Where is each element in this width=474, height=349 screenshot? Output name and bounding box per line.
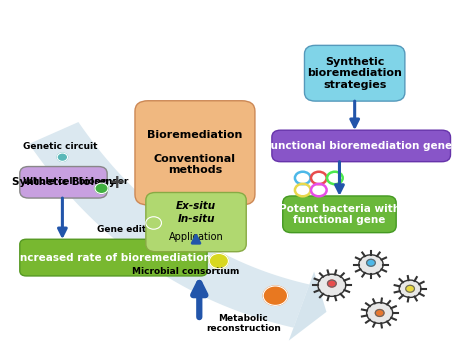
Text: Metabolic
reconstruction: Metabolic reconstruction <box>206 314 281 333</box>
Text: Microbial consortium: Microbial consortium <box>132 267 239 276</box>
Text: Potent bacteria with
functional gene: Potent bacteria with functional gene <box>279 203 400 225</box>
FancyBboxPatch shape <box>283 196 396 233</box>
Text: Synthetic Biology: Synthetic Biology <box>12 177 115 187</box>
Text: Whole cell biosensor: Whole cell biosensor <box>23 177 128 186</box>
Text: Increased rate of bioremediation: Increased rate of bioremediation <box>16 253 211 262</box>
Circle shape <box>263 286 288 305</box>
Text: Ex-situ: Ex-situ <box>176 201 216 211</box>
Circle shape <box>95 183 108 194</box>
Circle shape <box>146 217 162 229</box>
Circle shape <box>328 280 336 287</box>
Text: +: + <box>109 173 125 192</box>
Circle shape <box>318 274 346 296</box>
FancyBboxPatch shape <box>20 239 207 276</box>
Circle shape <box>359 255 383 274</box>
Text: Application: Application <box>169 232 223 242</box>
FancyBboxPatch shape <box>272 130 450 162</box>
FancyBboxPatch shape <box>304 45 405 101</box>
FancyBboxPatch shape <box>20 166 107 198</box>
Text: Bioremediation

Conventional
methods: Bioremediation Conventional methods <box>147 131 243 175</box>
Circle shape <box>57 153 68 161</box>
FancyBboxPatch shape <box>146 193 246 252</box>
Circle shape <box>375 310 384 317</box>
Circle shape <box>366 303 392 324</box>
Circle shape <box>406 285 414 292</box>
Text: Synthetic
bioremediation
strategies: Synthetic bioremediation strategies <box>307 57 402 90</box>
Text: In-situ: In-situ <box>177 214 215 224</box>
Text: Functional bioremediation genes: Functional bioremediation genes <box>264 141 458 151</box>
Polygon shape <box>289 272 327 341</box>
FancyBboxPatch shape <box>135 101 255 205</box>
Circle shape <box>210 253 228 269</box>
Text: Gene editing: Gene editing <box>97 225 163 235</box>
Circle shape <box>366 259 375 266</box>
Polygon shape <box>29 122 310 328</box>
Circle shape <box>399 280 421 297</box>
Text: Genetic circuit: Genetic circuit <box>23 142 98 151</box>
